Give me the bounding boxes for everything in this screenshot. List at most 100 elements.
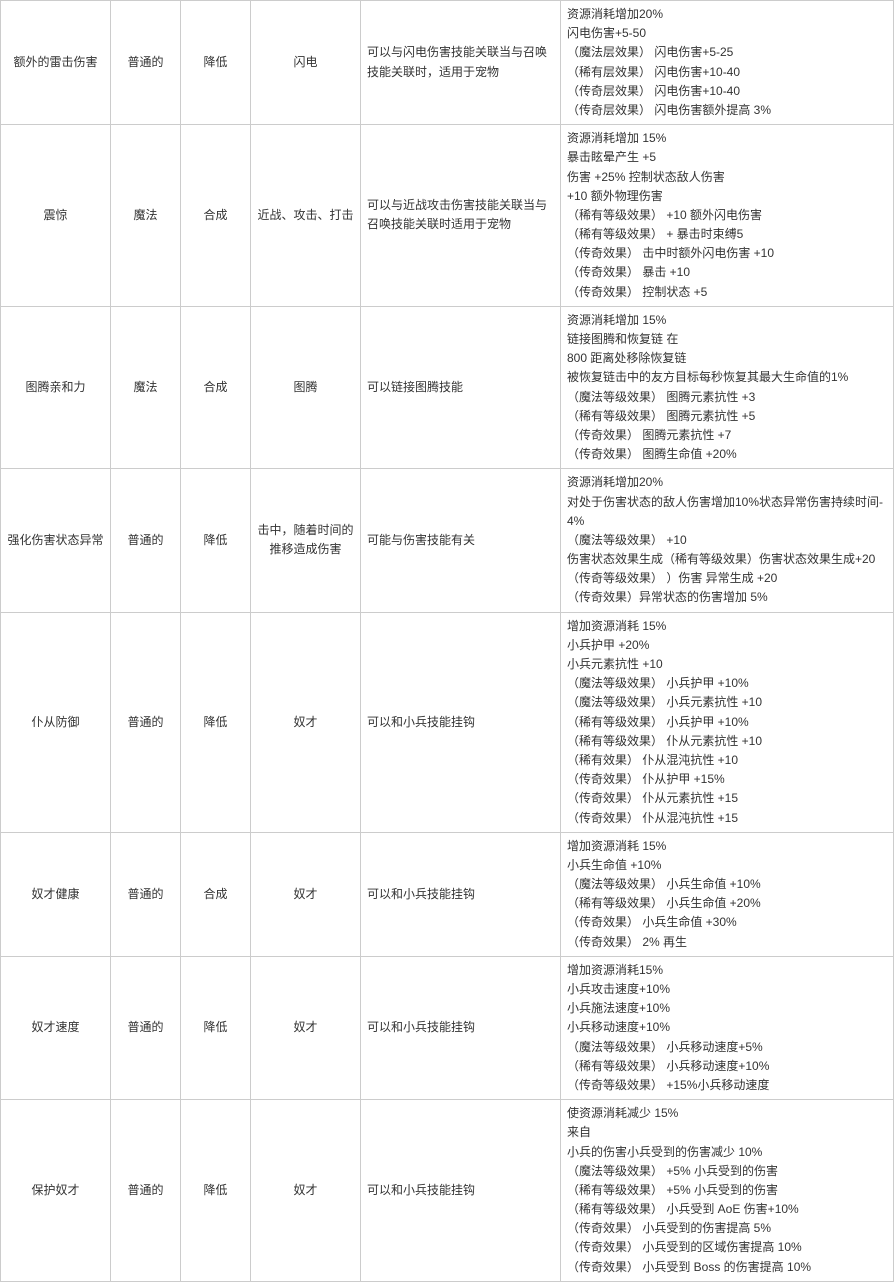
effect-line: （传奇效果） 2% 再生 bbox=[567, 933, 887, 952]
effect-line: （稀有等级效果） 图腾元素抗性 +5 bbox=[567, 407, 887, 426]
col-name: 额外的雷击伤害 bbox=[1, 1, 111, 125]
effect-line: 对处于伤害状态的敌人伤害增加10%状态异常伤害持续时间-4% bbox=[567, 493, 887, 531]
effect-line: （传奇效果） 图腾生命值 +20% bbox=[567, 445, 887, 464]
col-desc: 可以链接图腾技能 bbox=[361, 306, 561, 469]
effect-line: 资源消耗增加20% bbox=[567, 5, 887, 24]
effect-line: 链接图腾和恢复链 在 bbox=[567, 330, 887, 349]
col-mode: 降低 bbox=[181, 469, 251, 612]
effect-line: （传奇效果） 仆从混沌抗性 +15 bbox=[567, 809, 887, 828]
table-row: 震惊魔法合成近战、攻击、打击可以与近战攻击伤害技能关联当与召唤技能关联时适用于宠… bbox=[1, 125, 894, 307]
effect-line: （稀有等级效果） 仆从元素抗性 +10 bbox=[567, 732, 887, 751]
col-type: 普通的 bbox=[111, 1, 181, 125]
effect-line: 小兵的伤害小兵受到的伤害减少 10% bbox=[567, 1143, 887, 1162]
col-name: 保护奴才 bbox=[1, 1100, 111, 1282]
effect-line: （稀有等级效果） 小兵生命值 +20% bbox=[567, 894, 887, 913]
effect-line: （传奇层效果） 闪电伤害+10-40 bbox=[567, 82, 887, 101]
effect-line: 增加资源消耗 15% bbox=[567, 837, 887, 856]
col-effects: 资源消耗增加 15%链接图腾和恢复链 在800 距离处移除恢复链被恢复链击中的友… bbox=[561, 306, 894, 469]
col-effects: 资源消耗增加20%对处于伤害状态的敌人伤害增加10%状态异常伤害持续时间-4%（… bbox=[561, 469, 894, 612]
col-name: 图腾亲和力 bbox=[1, 306, 111, 469]
effect-line: 伤害状态效果生成（稀有等级效果）伤害状态效果生成+20 bbox=[567, 550, 887, 569]
effect-line: 增加资源消耗15% bbox=[567, 961, 887, 980]
effect-line: （魔法等级效果） 小兵生命值 +10% bbox=[567, 875, 887, 894]
effect-line: （魔法层效果） 闪电伤害+5-25 bbox=[567, 43, 887, 62]
table-row: 奴才速度普通的降低奴才可以和小兵技能挂钩增加资源消耗15%小兵攻击速度+10%小… bbox=[1, 956, 894, 1099]
col-type: 魔法 bbox=[111, 125, 181, 307]
effect-line: 800 距离处移除恢复链 bbox=[567, 349, 887, 368]
col-mode: 降低 bbox=[181, 612, 251, 832]
effect-line: （稀有等级效果） 小兵移动速度+10% bbox=[567, 1057, 887, 1076]
col-name: 强化伤害状态异常 bbox=[1, 469, 111, 612]
effect-line: （稀有等级效果） +5% 小兵受到的伤害 bbox=[567, 1181, 887, 1200]
effect-line: （传奇层效果） 闪电伤害额外提高 3% bbox=[567, 101, 887, 120]
col-effects: 资源消耗增加20%闪电伤害+5-50（魔法层效果） 闪电伤害+5-25（稀有层效… bbox=[561, 1, 894, 125]
table-row: 强化伤害状态异常普通的降低击中，随着时间的推移造成伤害可能与伤害技能有关资源消耗… bbox=[1, 469, 894, 612]
effect-line: 使资源消耗减少 15% bbox=[567, 1104, 887, 1123]
col-effects: 资源消耗增加 15%暴击眩晕产生 +5伤害 +25% 控制状态敌人伤害+10 额… bbox=[561, 125, 894, 307]
table-row: 仆从防御普通的降低奴才可以和小兵技能挂钩增加资源消耗 15%小兵护甲 +20%小… bbox=[1, 612, 894, 832]
effect-line: 暴击眩晕产生 +5 bbox=[567, 148, 887, 167]
effect-line: 小兵移动速度+10% bbox=[567, 1018, 887, 1037]
col-effects: 使资源消耗减少 15%来自小兵的伤害小兵受到的伤害减少 10%（魔法等级效果） … bbox=[561, 1100, 894, 1282]
effect-line: （传奇效果） 暴击 +10 bbox=[567, 263, 887, 282]
effect-line: （魔法等级效果） 图腾元素抗性 +3 bbox=[567, 388, 887, 407]
effect-line: 小兵元素抗性 +10 bbox=[567, 655, 887, 674]
col-mode: 合成 bbox=[181, 306, 251, 469]
table-row: 奴才健康普通的合成奴才可以和小兵技能挂钩增加资源消耗 15%小兵生命值 +10%… bbox=[1, 832, 894, 956]
effect-line: （稀有等级效果） + 暴击时束缚5 bbox=[567, 225, 887, 244]
table-row: 图腾亲和力魔法合成图腾可以链接图腾技能资源消耗增加 15%链接图腾和恢复链 在8… bbox=[1, 306, 894, 469]
col-tags: 近战、攻击、打击 bbox=[251, 125, 361, 307]
effect-line: 被恢复链击中的友方目标每秒恢复其最大生命值的1% bbox=[567, 368, 887, 387]
col-name: 仆从防御 bbox=[1, 612, 111, 832]
effect-line: （传奇效果） 仆从护甲 +15% bbox=[567, 770, 887, 789]
effect-line: （魔法等级效果） +10 bbox=[567, 531, 887, 550]
effect-line: +10 额外物理伤害 bbox=[567, 187, 887, 206]
col-mode: 降低 bbox=[181, 956, 251, 1099]
effect-line: 闪电伤害+5-50 bbox=[567, 24, 887, 43]
col-desc: 可以与闪电伤害技能关联当与召唤技能关联时，适用于宠物 bbox=[361, 1, 561, 125]
col-type: 普通的 bbox=[111, 956, 181, 1099]
table-row: 保护奴才普通的降低奴才可以和小兵技能挂钩使资源消耗减少 15%来自小兵的伤害小兵… bbox=[1, 1100, 894, 1282]
effect-line: （稀有效果） 仆从混沌抗性 +10 bbox=[567, 751, 887, 770]
col-desc: 可以和小兵技能挂钩 bbox=[361, 956, 561, 1099]
effect-line: 来自 bbox=[567, 1123, 887, 1142]
effect-line: （魔法等级效果） 小兵移动速度+5% bbox=[567, 1038, 887, 1057]
effect-line: 资源消耗增加 15% bbox=[567, 311, 887, 330]
col-type: 普通的 bbox=[111, 832, 181, 956]
effect-line: （传奇效果） 小兵受到的伤害提高 5% bbox=[567, 1219, 887, 1238]
effect-line: （传奇效果） 小兵生命值 +30% bbox=[567, 913, 887, 932]
col-name: 奴才健康 bbox=[1, 832, 111, 956]
effect-line: 小兵护甲 +20% bbox=[567, 636, 887, 655]
effect-line: （传奇效果）异常状态的伤害增加 5% bbox=[567, 588, 887, 607]
effect-line: 增加资源消耗 15% bbox=[567, 617, 887, 636]
effect-line: （传奇等级效果） +15%小兵移动速度 bbox=[567, 1076, 887, 1095]
effect-line: （传奇等级效果） ）伤害 异常生成 +20 bbox=[567, 569, 887, 588]
col-name: 奴才速度 bbox=[1, 956, 111, 1099]
effect-line: 资源消耗增加 15% bbox=[567, 129, 887, 148]
effect-line: 伤害 +25% 控制状态敌人伤害 bbox=[567, 168, 887, 187]
col-mode: 降低 bbox=[181, 1100, 251, 1282]
col-tags: 图腾 bbox=[251, 306, 361, 469]
effect-line: （稀有等级效果） 小兵护甲 +10% bbox=[567, 713, 887, 732]
effect-line: 资源消耗增加20% bbox=[567, 473, 887, 492]
col-effects: 增加资源消耗 15%小兵生命值 +10%（魔法等级效果） 小兵生命值 +10%（… bbox=[561, 832, 894, 956]
col-desc: 可以和小兵技能挂钩 bbox=[361, 612, 561, 832]
col-effects: 增加资源消耗 15%小兵护甲 +20%小兵元素抗性 +10（魔法等级效果） 小兵… bbox=[561, 612, 894, 832]
skill-table: 额外的雷击伤害普通的降低闪电可以与闪电伤害技能关联当与召唤技能关联时，适用于宠物… bbox=[0, 0, 894, 1282]
effect-line: （稀有层效果） 闪电伤害+10-40 bbox=[567, 63, 887, 82]
col-type: 普通的 bbox=[111, 1100, 181, 1282]
col-type: 普通的 bbox=[111, 469, 181, 612]
effect-line: （传奇效果） 控制状态 +5 bbox=[567, 283, 887, 302]
effect-line: （传奇效果） 击中时额外闪电伤害 +10 bbox=[567, 244, 887, 263]
effect-line: （稀有等级效果） +10 额外闪电伤害 bbox=[567, 206, 887, 225]
effect-line: （稀有等级效果） 小兵受到 AoE 伤害+10% bbox=[567, 1200, 887, 1219]
col-tags: 奴才 bbox=[251, 956, 361, 1099]
col-effects: 增加资源消耗15%小兵攻击速度+10%小兵施法速度+10%小兵移动速度+10%（… bbox=[561, 956, 894, 1099]
effect-line: （传奇效果） 小兵受到 Boss 的伤害提高 10% bbox=[567, 1258, 887, 1277]
col-mode: 降低 bbox=[181, 1, 251, 125]
col-type: 普通的 bbox=[111, 612, 181, 832]
col-tags: 奴才 bbox=[251, 1100, 361, 1282]
col-name: 震惊 bbox=[1, 125, 111, 307]
col-tags: 闪电 bbox=[251, 1, 361, 125]
effect-line: （魔法等级效果） +5% 小兵受到的伤害 bbox=[567, 1162, 887, 1181]
